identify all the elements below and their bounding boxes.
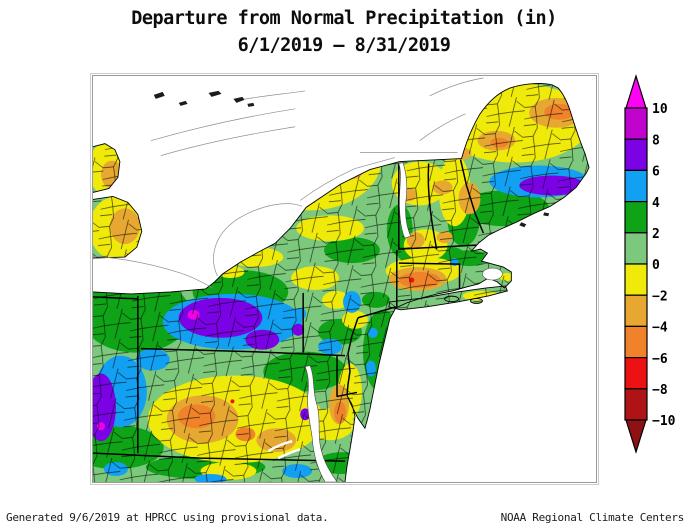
colorbar-segment xyxy=(624,169,648,203)
color-scale-legend: 10 8 6 4 2 0 −2 −4 −6 −8 −10 xyxy=(624,73,676,455)
generated-note: Generated 9/6/2019 at HPRCC using provis… xyxy=(6,511,329,524)
colorbar-tick-label: −6 xyxy=(652,352,668,367)
colorbar-tick-label: 8 xyxy=(652,133,660,148)
colorbar-tick-label: −8 xyxy=(652,383,668,398)
colorbar-tick-label: 6 xyxy=(652,165,660,180)
colorbar-segment xyxy=(624,138,648,171)
colorbar-segment xyxy=(624,232,648,265)
colorbar-tick-label: −10 xyxy=(652,414,676,429)
title-line-2: 6/1/2019 – 8/31/2019 xyxy=(237,35,451,56)
colorbar-tick-label: −2 xyxy=(652,289,668,304)
noaa-credit: NOAA Regional Climate Centers xyxy=(500,511,685,524)
colorbar-segment xyxy=(624,201,648,234)
colorbar-segment xyxy=(624,263,648,296)
colorbar-tick-label: 10 xyxy=(652,102,668,117)
colorbar-segment xyxy=(624,294,648,327)
colorbar-tick-label: 2 xyxy=(652,227,660,242)
colorbar-tick-label: 0 xyxy=(652,258,660,273)
choropleth-map xyxy=(93,77,590,482)
colorbar-segment xyxy=(624,388,648,421)
title-line-1: Departure from Normal Precipitation (in) xyxy=(131,8,557,29)
page-title: Departure from Normal Precipitation (in)… xyxy=(0,5,688,59)
colorbar-tick-label: −4 xyxy=(652,321,668,336)
colorbar-segment xyxy=(624,107,648,140)
colorbar-segment xyxy=(624,357,648,390)
colorbar-segment xyxy=(624,325,648,359)
map-frame xyxy=(90,73,599,485)
colorbar-tick-label: 4 xyxy=(652,196,660,211)
